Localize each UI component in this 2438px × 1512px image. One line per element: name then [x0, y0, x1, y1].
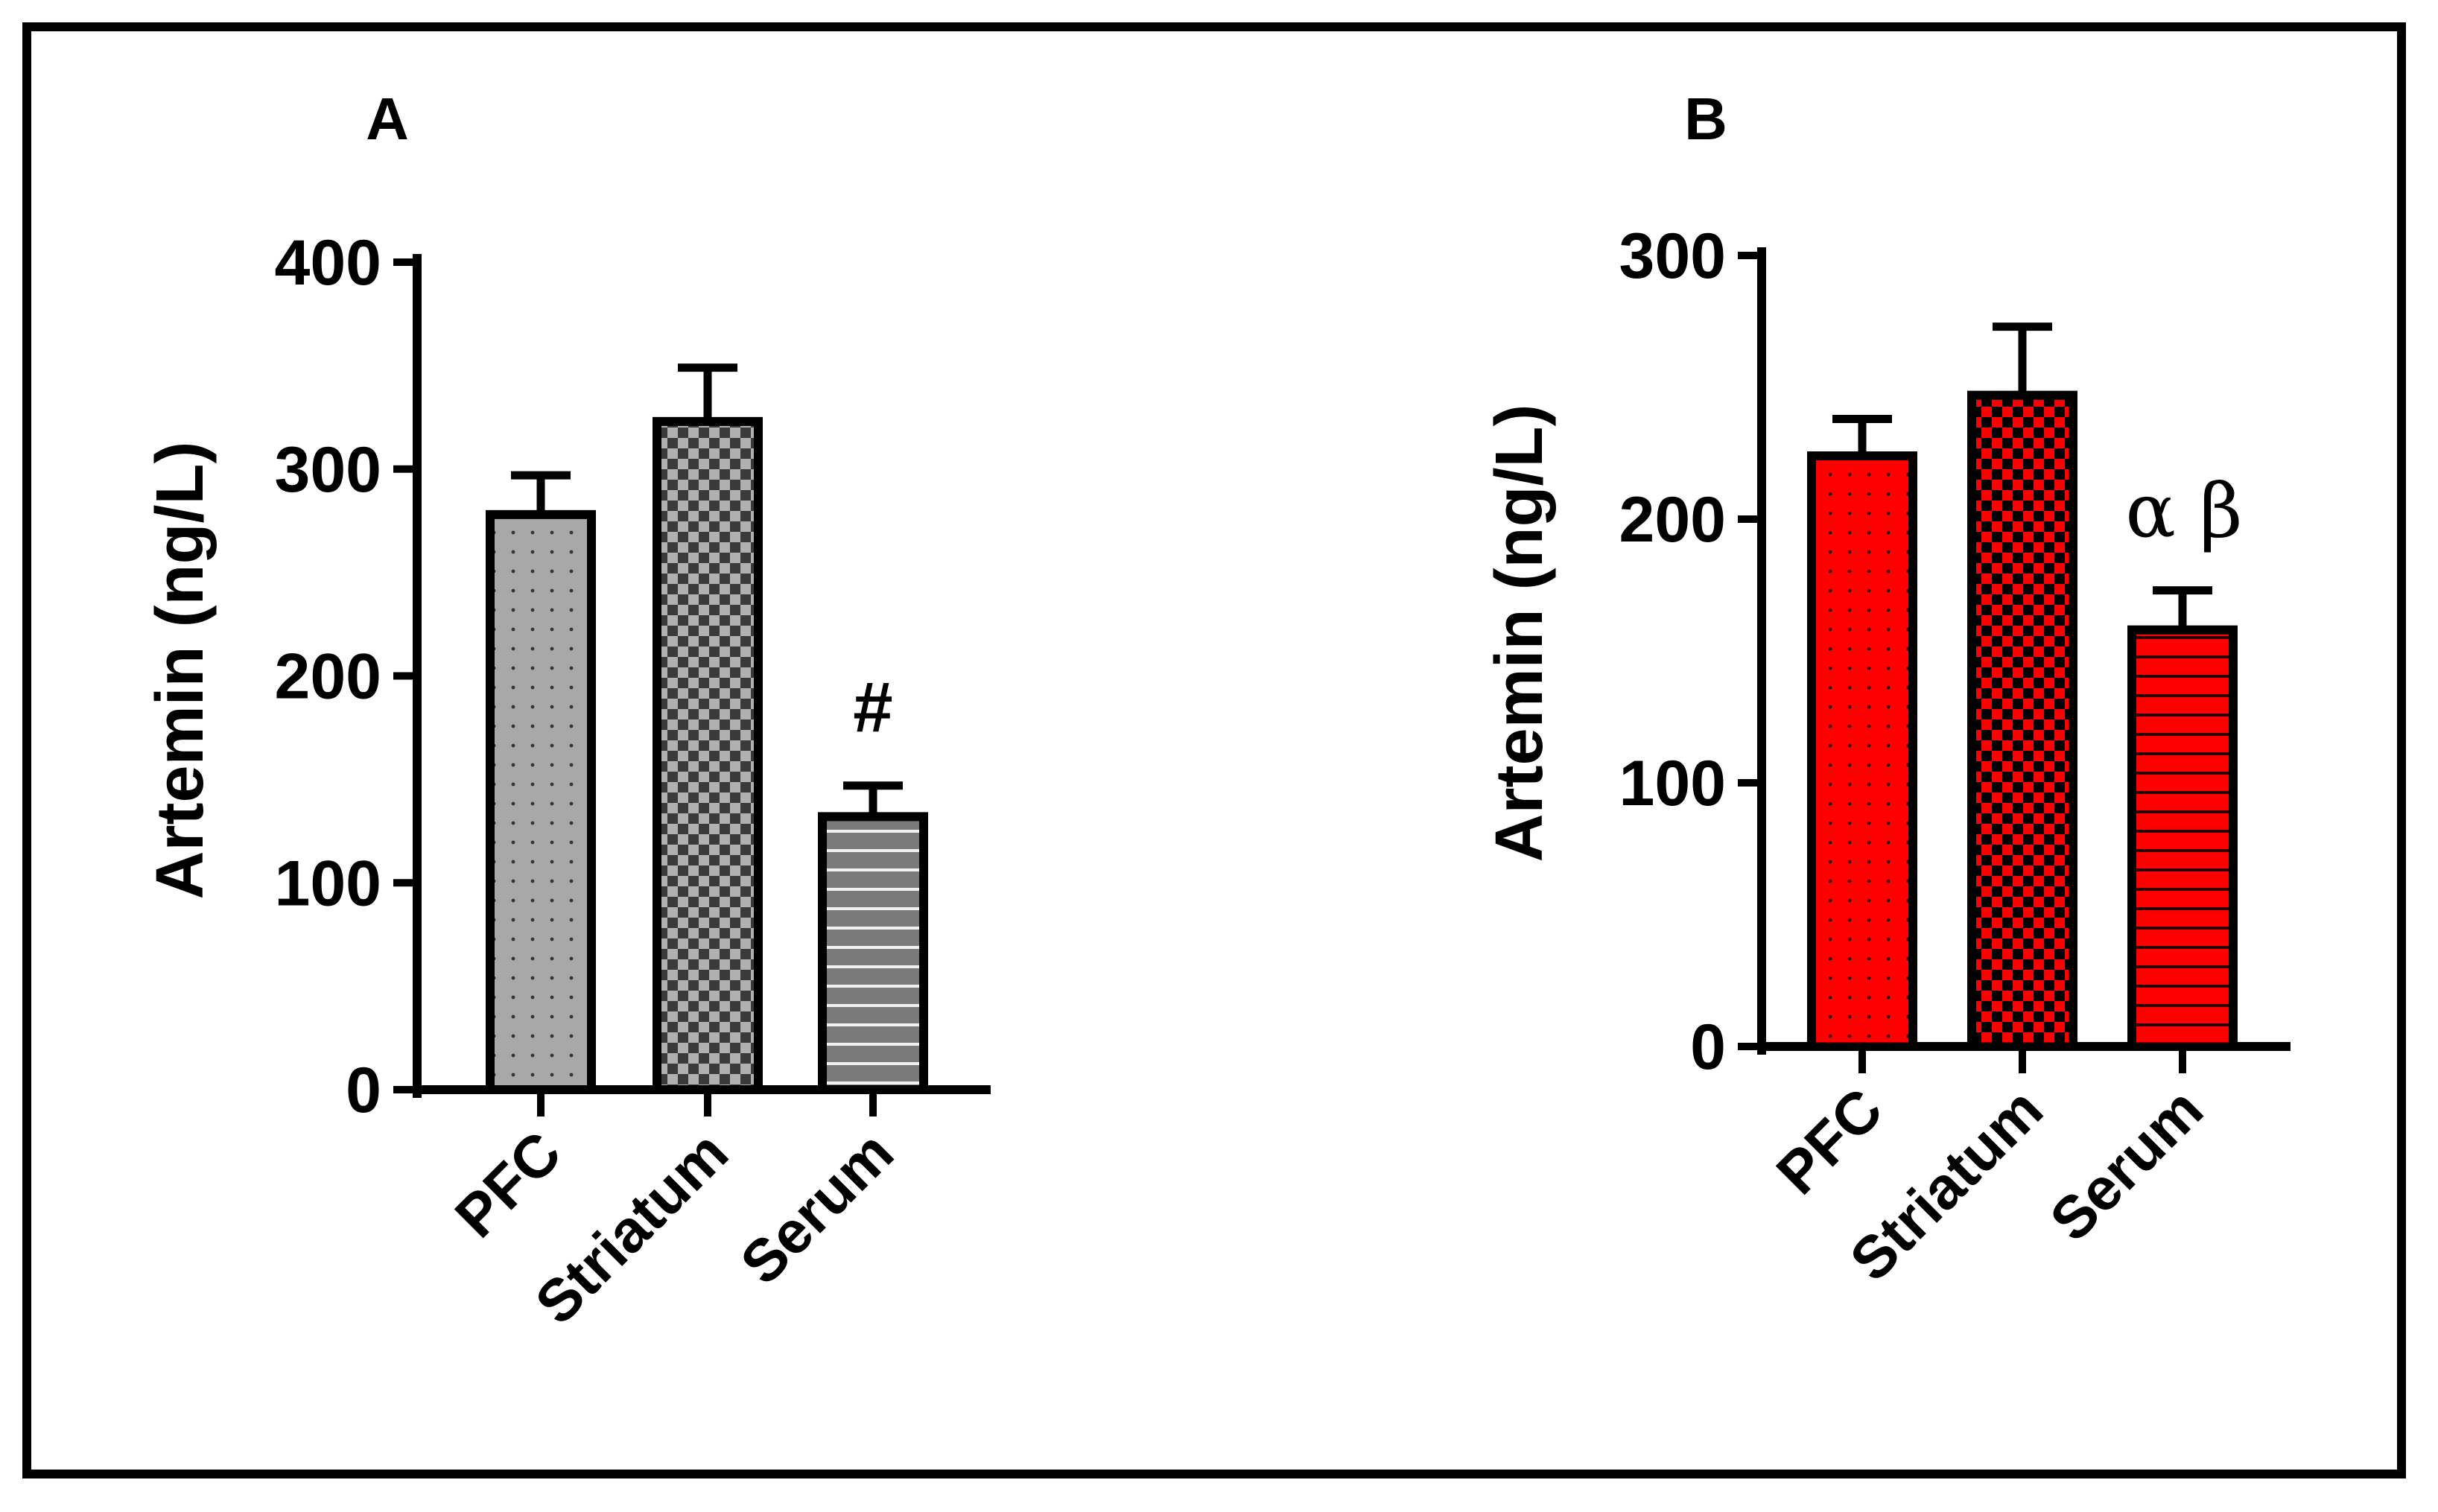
panel-b-letter: B — [1684, 86, 1727, 152]
panel-a: A Artemin (ng/L) 0100200300400PFCStriatu… — [143, 86, 991, 1336]
panel-a-y-tick-label: 300 — [275, 434, 382, 506]
panel-b-bar-pfc — [1807, 451, 1917, 1051]
panel-a-letter: A — [366, 86, 409, 152]
panel-a-bar-serum — [818, 812, 928, 1094]
panel-b-bar-striatum — [1967, 390, 2077, 1051]
panel-b-y-tick-label: 0 — [1690, 1011, 1726, 1083]
panel-b-ylabel: Artemin (ng/L) — [1482, 404, 1557, 863]
panel-b-y-tick-label: 300 — [1619, 220, 1727, 292]
panel-a-y-tick-label: 200 — [275, 641, 382, 713]
panel-b-y-tick-label: 100 — [1619, 748, 1727, 819]
panel-b: B Artemin (ng/L) 0100200300PFCStriatumSe… — [1482, 86, 2291, 1293]
panel-b-x-tick-label: PFC — [1764, 1076, 1895, 1207]
panel-b-y-tick-label: 200 — [1619, 484, 1727, 556]
panel-a-x-tick-label: Serum — [728, 1119, 906, 1297]
panel-a-y-tick-label: 0 — [346, 1055, 381, 1126]
panel-b-x-tick-label: Serum — [2037, 1076, 2215, 1254]
panel-a-y-tick-label: 100 — [275, 848, 382, 919]
panel-a-x-tick-label: PFC — [442, 1119, 574, 1250]
panel-a-annotation: # — [853, 668, 892, 748]
panel-b-annotation: α β — [2125, 468, 2242, 555]
panel-a-y-tick-label: 400 — [275, 227, 382, 299]
panel-a-bar-striatum — [653, 416, 763, 1094]
panel-a-ylabel: Artemin (ng/L) — [143, 442, 218, 900]
panel-b-bar-serum — [2127, 625, 2238, 1051]
panel-a-bar-pfc — [486, 509, 596, 1094]
